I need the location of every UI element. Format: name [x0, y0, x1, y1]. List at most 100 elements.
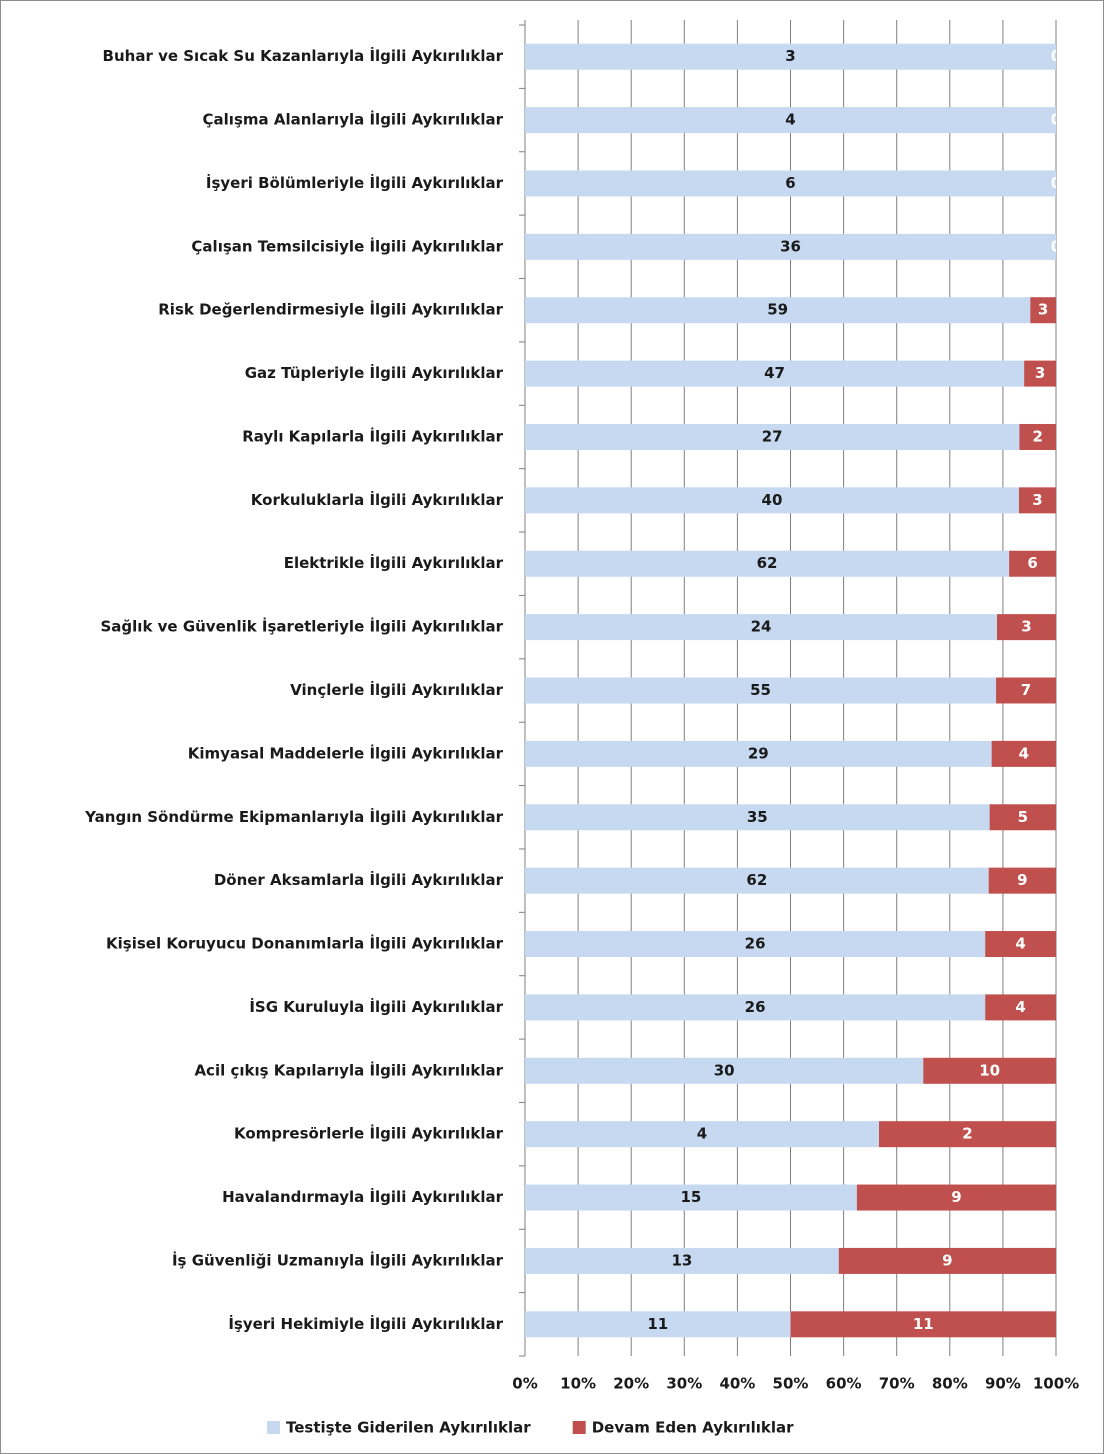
value-label: 3 [785, 47, 795, 65]
value-label: 9 [951, 1188, 961, 1206]
value-label: 4 [1015, 998, 1025, 1016]
bar-segment [1030, 297, 1056, 324]
bar-segment [1009, 550, 1056, 577]
y-tick-label: Acil çıkış Kapılarıyla İlgili Aykırılıkl… [194, 1060, 503, 1079]
value-label: 13 [671, 1251, 692, 1269]
x-tick-label: 90% [985, 1375, 1021, 1393]
value-label: 62 [757, 554, 778, 572]
legend-swatch [572, 1421, 586, 1434]
value-label: 0 [1051, 111, 1061, 129]
value-label: 0 [1051, 237, 1061, 255]
y-tick-label: Buhar ve Sıcak Su Kazanlarıyla İlgili Ay… [103, 46, 504, 65]
bar-segment [838, 1247, 1056, 1274]
legend-swatch [267, 1421, 280, 1434]
bar-segment [525, 804, 990, 831]
value-label: 3 [1021, 618, 1031, 636]
value-label: 3 [1035, 364, 1045, 382]
bar-segment [997, 614, 1056, 641]
x-tick-label: 0% [512, 1375, 537, 1393]
x-tick-label: 20% [613, 1375, 649, 1393]
value-label: 40 [762, 491, 783, 509]
legend-label: Testişte Giderilen Aykırılıklar [286, 1419, 531, 1437]
bar-segment [525, 1311, 791, 1338]
bar-segment [923, 1057, 1056, 1084]
bar-segment [525, 1184, 857, 1211]
y-tick-label: Korkuluklarla İlgili Aykırılıklar [251, 490, 504, 509]
y-tick-label: İşyeri Bölümleriyle İlgili Aykırılıklar [206, 173, 504, 192]
value-label: 30 [714, 1061, 735, 1079]
legend-label: Devam Eden Aykırılıklar [592, 1419, 794, 1437]
y-tick-label: Yangın Söndürme Ekipmanlarıyla İlgili Ay… [84, 807, 503, 826]
bar-segment [525, 170, 1056, 197]
bar-segment [991, 740, 1056, 767]
y-tick-label: Sağlık ve Güvenlik İşaretleriyle İlgili … [101, 617, 504, 636]
value-label: 6 [785, 174, 795, 192]
y-tick-label: Havalandırmayla İlgili Aykırılıklar [222, 1187, 503, 1206]
bar-segment [879, 1121, 1056, 1148]
y-tick-label: Kişisel Koruyucu Donanımlarla İlgili Ayk… [106, 934, 504, 953]
value-label: 11 [647, 1315, 668, 1333]
bar-segment [985, 994, 1056, 1021]
value-label: 47 [764, 364, 785, 382]
bar-segment [525, 867, 989, 894]
value-label: 55 [750, 681, 771, 699]
y-tick-label: Risk Değerlendirmesiyle İlgili Aykırılık… [158, 300, 503, 319]
y-tick-label: Vinçlerle İlgili Aykırılıklar [290, 680, 503, 699]
value-label: 4 [1019, 744, 1029, 762]
bars: 3 04 06 036 059 347 327 240 362 624 355 729 435 562 92… [525, 43, 1061, 1338]
bar-segment [985, 931, 1056, 958]
x-tick-label: 50% [773, 1375, 809, 1393]
x-tick-label: 40% [719, 1375, 755, 1393]
bar-segment [525, 931, 986, 958]
y-tick-label: İSG Kuruluyla İlgili Aykırılıklar [249, 997, 503, 1016]
bar-segment [988, 867, 1056, 894]
value-label: 27 [762, 427, 783, 445]
value-label: 3 [1032, 491, 1042, 509]
value-label: 4 [1015, 935, 1025, 953]
y-tick-label: Çalışan Temsilcisiyle İlgili Aykırılıkla… [191, 236, 503, 255]
value-label: 15 [681, 1188, 702, 1206]
bar-segment [525, 1057, 924, 1084]
bar-segment [856, 1184, 1056, 1211]
value-label: 24 [751, 618, 772, 636]
value-label: 36 [780, 237, 801, 255]
bar-segment [525, 423, 1020, 450]
bar-segment [525, 1121, 879, 1148]
bar-segment [525, 677, 997, 704]
x-tick-label: 80% [932, 1375, 968, 1393]
x-tick-label: 30% [666, 1375, 702, 1393]
value-label: 35 [747, 808, 768, 826]
x-tick-label: 70% [879, 1375, 915, 1393]
value-label: 0 [1051, 47, 1061, 65]
bar-segment [996, 677, 1056, 704]
bar-segment [525, 614, 997, 641]
value-label: 5 [1018, 808, 1028, 826]
x-tick-label: 100% [1033, 1375, 1079, 1393]
bar-segment [1024, 360, 1056, 387]
bar-segment [525, 360, 1025, 387]
y-tick-label: İş Güvenliği Uzmanıyla İlgili Aykırılıkl… [172, 1250, 504, 1269]
x-tick-label: 60% [826, 1375, 862, 1393]
value-label: 26 [745, 935, 766, 953]
bar-segment [525, 297, 1031, 324]
value-label: 6 [1027, 554, 1037, 572]
y-tick-label: Kimyasal Maddelerle İlgili Aykırılıklar [188, 743, 504, 762]
value-label: 3 [1038, 301, 1048, 319]
value-label: 59 [767, 301, 788, 319]
bar-segment [989, 804, 1056, 831]
y-tick-label: Çalışma Alanlarıyla İlgili Aykırılıklar [203, 110, 504, 129]
y-tick-label: İşyeri Hekimiyle İlgili Aykırılıklar [228, 1314, 503, 1333]
bar-segment [525, 1247, 839, 1274]
bar-segment [525, 550, 1010, 577]
value-label: 9 [942, 1251, 952, 1269]
y-tick-label: Gaz Tüpleriyle İlgili Aykırılıklar [245, 363, 504, 382]
bar-segment [525, 43, 1056, 70]
value-label: 4 [785, 111, 795, 129]
y-tick-label: Raylı Kapılarla İlgili Aykırılıklar [242, 426, 503, 445]
value-label: 29 [748, 744, 769, 762]
value-label: 11 [913, 1315, 934, 1333]
bar-segment [1018, 487, 1056, 514]
value-label: 2 [1032, 427, 1042, 445]
value-label: 0 [1051, 174, 1061, 192]
